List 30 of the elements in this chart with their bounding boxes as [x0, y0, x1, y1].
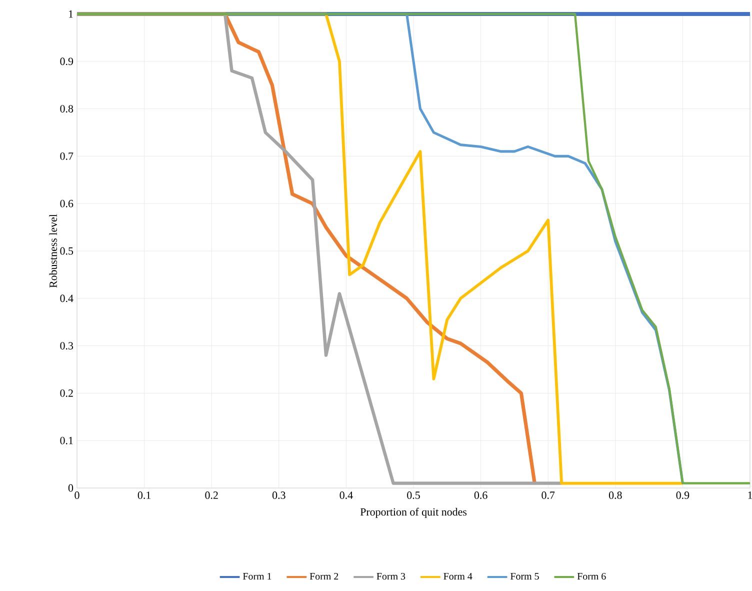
x-tick-label: 0.5: [407, 492, 420, 499]
y-tick-label: 0: [68, 484, 74, 492]
legend-label: Form 6: [577, 572, 606, 580]
x-tick-label: 0.7: [542, 492, 555, 499]
y-tick-label: 0.3: [60, 342, 74, 350]
x-tick-label: 0.4: [340, 492, 353, 499]
x-tick-label: 1: [748, 492, 752, 499]
x-tick-label: 0.9: [676, 492, 690, 499]
y-tick-label: 0.9: [60, 58, 74, 66]
y-tick-label: 0.5: [60, 247, 74, 255]
x-tick-label: 0.3: [272, 492, 286, 499]
x-tick-label: 0: [74, 492, 80, 499]
x-axis-title: Proportion of quit nodes: [360, 508, 467, 518]
x-tick-label: 0.2: [205, 492, 218, 499]
legend-label: Form 2: [310, 572, 338, 580]
y-tick-label: 0.6: [60, 200, 74, 208]
legend-label: Form 1: [242, 572, 272, 580]
legend-label: Form 3: [376, 572, 406, 580]
y-tick-label: 0.4: [60, 294, 74, 302]
y-axis-title: Robustness level: [49, 214, 57, 288]
y-tick-label: 0.8: [60, 105, 74, 113]
x-tick-label: 0.8: [608, 492, 622, 499]
y-tick-label: 0.2: [60, 389, 73, 397]
legend-label: Form 4: [444, 572, 472, 580]
y-tick-label: 0.7: [60, 152, 74, 160]
legend-label: Form 5: [510, 572, 539, 580]
y-tick-label: 0.1: [60, 436, 73, 444]
x-tick-label: 0.6: [474, 492, 488, 499]
y-tick-label: 1: [68, 10, 73, 18]
x-tick-label: 0.1: [138, 492, 150, 499]
